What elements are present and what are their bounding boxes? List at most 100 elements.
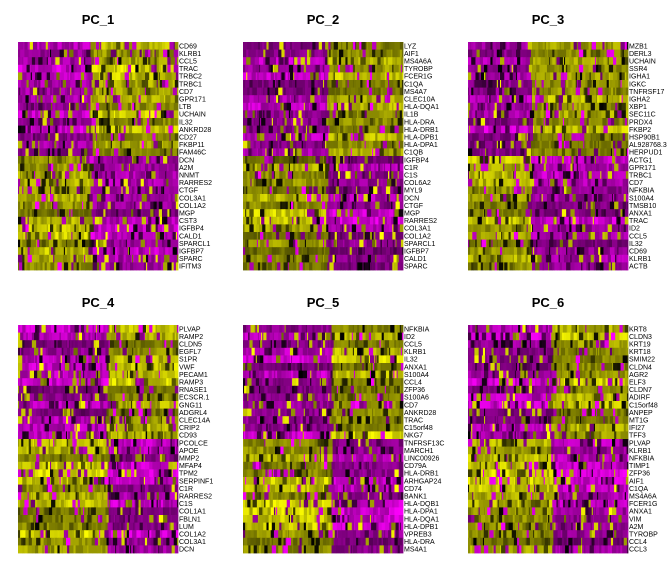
heatmap-cell: [152, 42, 155, 50]
heatmap-cell: [125, 110, 131, 119]
heatmap-cell: [309, 254, 314, 263]
heatmap-row: [468, 125, 629, 134]
heatmap-cell: [72, 232, 78, 240]
heatmap-cell: [254, 118, 259, 126]
heatmap-cell: [293, 102, 297, 111]
heatmap-cell: [82, 42, 84, 50]
heatmap-cell: [93, 95, 99, 104]
heatmap-cell: [492, 42, 497, 50]
heatmap-cell: [353, 194, 357, 202]
heatmap-cell: [20, 239, 23, 248]
heatmap-cell: [66, 178, 68, 187]
heatmap-cell: [614, 148, 617, 157]
heatmap-cell: [68, 209, 70, 218]
heatmap-cell: [30, 102, 35, 111]
heatmap-cell: [45, 232, 49, 240]
heatmap-cell: [616, 87, 621, 96]
heatmap-cell: [70, 72, 72, 81]
heatmap-cell: [273, 95, 277, 104]
heatmap-cell: [516, 95, 520, 104]
heatmap-cell: [487, 49, 492, 58]
heatmap-cell: [58, 232, 63, 240]
heatmap-cell: [520, 87, 525, 96]
heatmap-cell: [390, 125, 395, 134]
heatmap-cell: [401, 247, 404, 256]
heatmap-cell: [525, 64, 530, 73]
heatmap-cell: [289, 49, 292, 58]
heatmap-cell: [164, 254, 168, 263]
heatmap-cell: [171, 201, 177, 210]
heatmap-cell: [343, 64, 346, 73]
heatmap-cell: [89, 156, 95, 164]
heatmap-cell: [320, 262, 325, 271]
heatmap-cell: [127, 194, 131, 202]
heatmap-cell: [389, 42, 392, 50]
heatmap-cell: [102, 95, 106, 104]
heatmap-cell: [360, 57, 365, 66]
heatmap-cell: [353, 95, 357, 104]
heatmap-cell: [93, 239, 97, 248]
heatmap-cell: [550, 64, 555, 73]
heatmap-cell: [621, 102, 627, 111]
heatmap-cell: [348, 156, 351, 164]
heatmap-cell: [137, 216, 143, 225]
heatmap-cell: [77, 133, 81, 142]
heatmap-cell: [305, 178, 311, 187]
heatmap-cell: [507, 118, 512, 126]
heatmap-cell: [362, 171, 365, 180]
heatmap-cell: [248, 49, 252, 58]
heatmap-cell: [155, 95, 161, 104]
heatmap-cell: [393, 80, 397, 88]
heatmap-cell: [285, 209, 291, 218]
heatmap-cell: [296, 254, 299, 263]
heatmap-cell: [590, 72, 596, 81]
heatmap-cell: [279, 247, 282, 256]
heatmap-cell: [599, 57, 604, 66]
heatmap-cell: [475, 163, 481, 172]
heatmap-cell: [105, 178, 110, 187]
heatmap-cell: [557, 186, 561, 195]
heatmap-cell: [93, 87, 97, 96]
heatmap-cell: [380, 72, 386, 81]
heatmap-cell: [565, 140, 570, 149]
heatmap-cell: [565, 87, 569, 96]
heatmap-cell: [345, 209, 348, 218]
heatmap-cell: [373, 148, 376, 157]
heatmap-cell: [79, 171, 84, 180]
heatmap-cell: [380, 163, 384, 172]
heatmap-cell: [505, 125, 507, 134]
heatmap-cell: [115, 57, 118, 66]
heatmap-cell: [171, 209, 176, 218]
heatmap-cell: [576, 72, 581, 81]
heatmap-cell: [83, 254, 85, 263]
heatmap-cell: [561, 64, 565, 73]
gene-label: C1S: [404, 173, 418, 180]
heatmap-cell: [606, 148, 612, 157]
heatmap-cell: [577, 42, 582, 50]
heatmap-cell: [334, 254, 337, 263]
heatmap-cell: [400, 64, 403, 73]
heatmap-cell: [348, 95, 351, 104]
heatmap-cell: [524, 87, 529, 96]
heatmap-cell: [500, 163, 504, 172]
heatmap-cell: [577, 140, 580, 149]
heatmap-cell: [389, 262, 393, 271]
heatmap-cell: [337, 102, 342, 111]
heatmap-cell: [392, 224, 394, 233]
heatmap-cell: [382, 49, 385, 58]
heatmap-cell: [393, 156, 397, 164]
heatmap-cell: [156, 80, 159, 88]
heatmap-cell: [609, 110, 615, 119]
heatmap-cell: [153, 80, 155, 88]
heatmap-cell: [78, 262, 81, 271]
heatmap-cell: [305, 216, 311, 225]
heatmap-cell: [537, 178, 539, 187]
heatmap-cell: [39, 239, 41, 248]
heatmap-cell: [262, 42, 265, 50]
gene-label: SPARCL1: [404, 241, 435, 248]
heatmap-cell: [154, 194, 160, 202]
heatmap-cell: [94, 171, 99, 180]
heatmap-cell: [120, 178, 124, 187]
heatmap-cell: [375, 148, 380, 157]
heatmap-cell: [310, 178, 313, 187]
